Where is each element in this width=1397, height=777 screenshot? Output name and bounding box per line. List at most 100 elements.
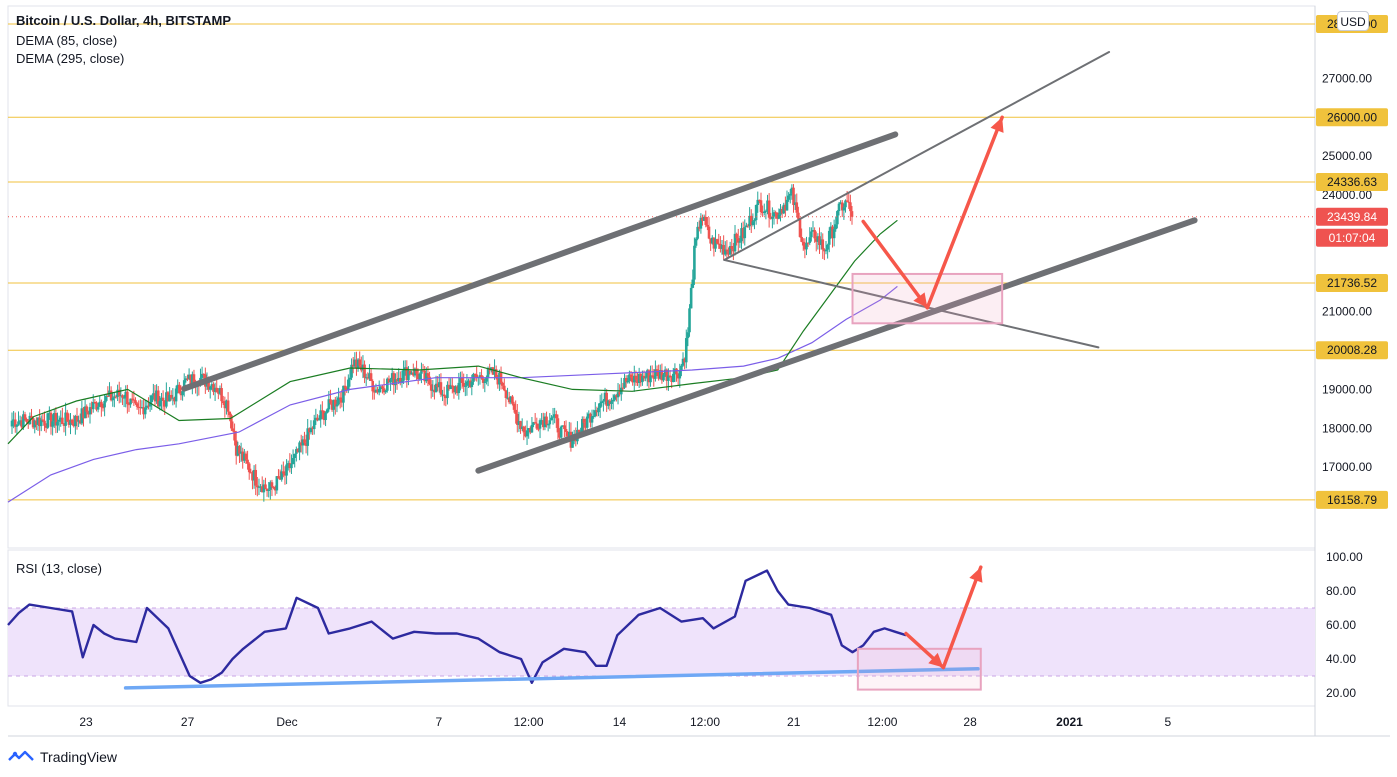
- tradingview-icon: [8, 750, 34, 761]
- candle-body: [173, 397, 176, 402]
- candle-body: [366, 377, 370, 379]
- candle-body: [88, 407, 92, 415]
- candle-body: [823, 249, 826, 252]
- candle-body: [548, 420, 552, 425]
- candle-body: [642, 375, 646, 379]
- candle-body: [655, 369, 659, 371]
- candle-body: [225, 400, 228, 409]
- candle-body: [556, 418, 560, 433]
- candle-body: [746, 225, 750, 227]
- arrow-shaft: [861, 219, 930, 310]
- rsi-line: [7, 569, 907, 684]
- candle-body: [504, 390, 508, 399]
- candle-body: [798, 218, 802, 237]
- candle-body: [408, 370, 412, 375]
- candle-body: [296, 449, 300, 453]
- tradingview-logo[interactable]: TradingView: [8, 747, 117, 767]
- candle-body: [301, 439, 305, 446]
- candle-body: [772, 212, 776, 217]
- candle-body: [31, 417, 35, 428]
- candle-body: [283, 473, 287, 476]
- candle-body: [806, 242, 810, 244]
- last-price-label: 23439.84: [1327, 210, 1377, 224]
- currency-button[interactable]: USD: [1337, 11, 1369, 31]
- candle-body: [454, 386, 457, 393]
- candle-body: [176, 384, 180, 389]
- candle-body: [145, 405, 149, 408]
- candle-body: [593, 410, 597, 416]
- candle-body: [577, 430, 581, 433]
- candle-body: [793, 202, 797, 206]
- candle-body: [657, 370, 660, 379]
- candle-body: [87, 411, 90, 415]
- candle-body: [704, 216, 708, 225]
- candle-body: [608, 400, 612, 404]
- candle-body: [790, 187, 794, 194]
- candle-body: [251, 473, 254, 481]
- candle-body: [236, 446, 240, 456]
- candle-body: [801, 241, 805, 246]
- candle-body: [179, 393, 183, 396]
- price-tick-label: 21000.00: [1322, 305, 1372, 319]
- candle-body: [405, 367, 409, 380]
- candle-body: [290, 464, 293, 469]
- price-level-badge-label: 16158.79: [1327, 493, 1377, 507]
- candle-body: [59, 417, 63, 420]
- candle-body: [420, 370, 423, 374]
- candle-body: [686, 332, 690, 339]
- candle-body: [265, 488, 269, 491]
- candle-body: [660, 370, 664, 381]
- candle-body: [618, 392, 621, 395]
- candle-body: [208, 386, 212, 390]
- arrow-head: [969, 567, 983, 583]
- candle-body: [447, 384, 451, 389]
- candle-body: [205, 381, 209, 387]
- candle-body: [321, 410, 324, 412]
- candle-body: [345, 387, 349, 391]
- candle-body: [465, 381, 469, 386]
- candle-body: [733, 233, 737, 252]
- time-tick-label: 12:00: [514, 715, 544, 729]
- candle-body: [819, 239, 823, 246]
- candle-body: [719, 244, 722, 249]
- candle-body: [244, 453, 248, 460]
- candle-body: [675, 368, 678, 375]
- candle-body: [374, 389, 378, 393]
- rsi-legend: RSI (13, close): [16, 561, 102, 576]
- candle-body: [850, 211, 854, 217]
- candle-body: [277, 476, 280, 479]
- rsi-tick-label: 40.00: [1326, 652, 1356, 666]
- candle-body: [52, 413, 56, 422]
- candle-body: [840, 202, 844, 211]
- candle-body: [697, 226, 701, 229]
- candle-body: [10, 420, 14, 427]
- candle-body: [381, 386, 384, 389]
- time-tick-label: 14: [613, 715, 627, 729]
- candle-body: [792, 187, 795, 206]
- candle-body: [524, 432, 527, 437]
- candle-body: [671, 373, 675, 383]
- upper-trend-line: [723, 50, 1111, 261]
- candle-body: [714, 239, 717, 249]
- rsi-tick-label: 20.00: [1326, 686, 1356, 700]
- candle-body: [762, 211, 766, 214]
- candle-body: [684, 338, 688, 363]
- candle-body: [720, 244, 724, 249]
- candle-body: [384, 390, 387, 393]
- candle-body: [215, 387, 219, 393]
- candle-body: [264, 484, 267, 489]
- candle-body: [363, 364, 366, 378]
- candle-body: [231, 428, 235, 431]
- candle-body: [702, 216, 706, 221]
- candle-body: [191, 374, 194, 385]
- price-tick-label: 27000.00: [1322, 71, 1372, 85]
- candle-body: [589, 413, 592, 423]
- candle-body: [152, 393, 155, 396]
- candle-body: [745, 225, 748, 228]
- candle-body: [275, 476, 279, 491]
- candle-body: [632, 375, 636, 383]
- candle-body: [355, 359, 358, 368]
- candle-body: [111, 397, 115, 401]
- candle-body: [100, 401, 103, 408]
